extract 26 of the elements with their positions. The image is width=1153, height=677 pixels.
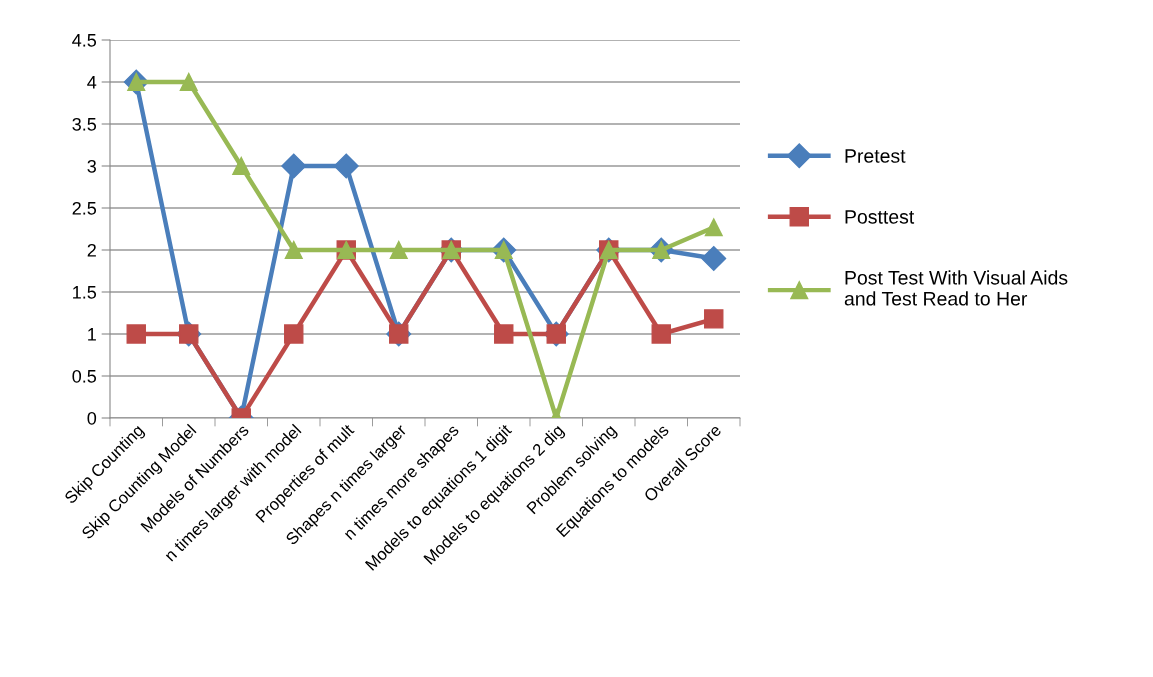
legend-label: Post Test With Visual Aids and Test Read to Her [844,270,1068,306]
legend-label: Posttest [845,210,915,224]
y-tick-label: 4.5 [72,34,97,47]
y-tick-label: 0 [87,411,97,425]
point [651,324,671,344]
y-tick-label: 1.5 [73,286,97,299]
point [333,153,359,179]
point [704,309,724,329]
y-tick-label: 1 [88,328,96,341]
y-tick-label: 0.5 [72,369,97,383]
point [284,324,304,344]
y-tick-label: 2.5 [72,201,97,215]
y-tick-label: 2 [87,243,96,257]
point [284,240,303,260]
y-tick-label: 4 [87,76,97,89]
point [281,153,307,179]
point [701,245,727,271]
point [126,324,146,344]
y-tick-label: 3 [87,159,97,173]
point [389,240,408,260]
legend-label: Pretest [845,149,906,163]
point [704,218,723,237]
point [179,72,198,92]
point [232,156,251,176]
point [494,324,514,344]
y-tick-label: 3.5 [72,117,97,131]
